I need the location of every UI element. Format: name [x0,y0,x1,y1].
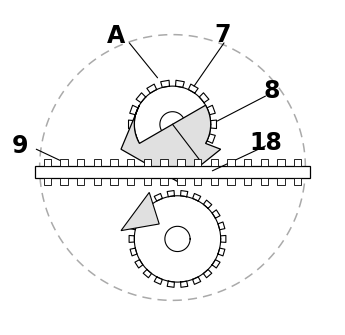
Polygon shape [121,192,159,230]
Bar [261,178,268,185]
Bar [43,159,51,166]
Text: 9: 9 [11,134,28,158]
Bar [194,178,201,185]
Bar [277,159,285,166]
Bar [294,159,302,166]
Bar [177,178,185,185]
Bar [261,159,268,166]
Bar [294,178,302,185]
Bar [227,178,235,185]
Text: A: A [107,24,125,48]
Bar [194,159,201,166]
Bar [211,178,218,185]
Bar [43,178,51,185]
Bar [144,178,151,185]
Bar [244,178,252,185]
Bar [60,178,68,185]
Bar [160,178,168,185]
Bar [77,159,84,166]
Bar [177,159,185,166]
Polygon shape [121,105,221,183]
Bar [77,178,84,185]
Bar [144,159,151,166]
Bar [244,159,252,166]
Text: 18: 18 [249,131,282,154]
Bar [127,159,134,166]
Text: 7: 7 [214,22,230,47]
Bar [110,159,118,166]
Bar [127,178,134,185]
Text: 8: 8 [264,79,280,103]
Bar [227,159,235,166]
Bar [60,159,68,166]
Bar [93,159,101,166]
Bar [160,159,168,166]
Bar [93,178,101,185]
Bar [211,159,218,166]
Bar [110,178,118,185]
Bar [34,166,310,178]
Bar [277,178,285,185]
